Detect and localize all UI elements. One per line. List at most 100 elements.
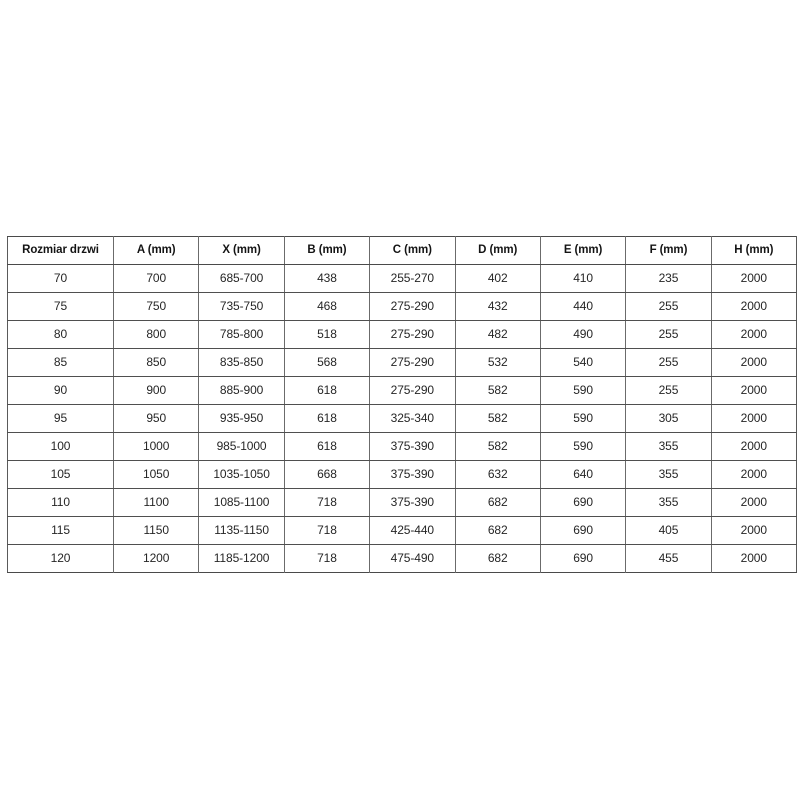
table-row: 75 750 735-750 468 275-290 432 440 255 2… [7,292,797,321]
cell-f: 255 [625,292,712,321]
cell-d: 632 [455,460,541,489]
cell-size: 90 [7,376,114,405]
cell-size: 110 [7,488,114,517]
cell-b: 718 [284,544,371,573]
cell-e: 590 [540,404,627,433]
cell-c: 375-390 [369,432,456,461]
specification-table-container: Rozmiar drzwi A (mm) X (mm) B (mm) C (mm… [7,236,797,573]
cell-d: 582 [455,432,541,461]
table-body: 70 700 685-700 438 255-270 402 410 235 2… [7,264,797,573]
cell-e: 690 [540,544,627,573]
cell-x: 985-1000 [198,432,285,461]
cell-a: 1050 [113,460,200,489]
cell-b: 618 [284,376,371,405]
cell-e: 590 [540,432,627,461]
cell-size: 115 [7,516,114,545]
cell-h: 2000 [711,404,797,433]
column-header-c: C (mm) [369,236,456,265]
cell-h: 2000 [711,488,797,517]
cell-b: 718 [284,516,371,545]
cell-h: 2000 [711,348,797,377]
cell-a: 950 [113,404,200,433]
cell-a: 700 [113,264,200,293]
cell-x: 1185-1200 [198,544,285,573]
table-header-row: Rozmiar drzwi A (mm) X (mm) B (mm) C (mm… [7,236,797,265]
table-row: 85 850 835-850 568 275-290 532 540 255 2… [7,348,797,377]
cell-size: 105 [7,460,114,489]
cell-a: 900 [113,376,200,405]
cell-b: 518 [284,320,371,349]
cell-c: 375-390 [369,488,456,517]
cell-x: 1085-1100 [198,488,285,517]
cell-d: 682 [455,488,541,517]
door-size-specification-table: Rozmiar drzwi A (mm) X (mm) B (mm) C (mm… [7,236,797,573]
cell-size: 85 [7,348,114,377]
cell-d: 432 [455,292,541,321]
cell-d: 582 [455,376,541,405]
cell-f: 355 [625,488,712,517]
cell-x: 1135-1150 [198,516,285,545]
table-header: Rozmiar drzwi A (mm) X (mm) B (mm) C (mm… [7,236,797,265]
table-row: 80 800 785-800 518 275-290 482 490 255 2… [7,320,797,349]
cell-c: 275-290 [369,376,456,405]
cell-e: 690 [540,488,627,517]
cell-e: 540 [540,348,627,377]
cell-b: 668 [284,460,371,489]
cell-h: 2000 [711,264,797,293]
cell-h: 2000 [711,432,797,461]
cell-f: 255 [625,376,712,405]
cell-a: 800 [113,320,200,349]
cell-b: 568 [284,348,371,377]
cell-h: 2000 [711,516,797,545]
cell-d: 682 [455,516,541,545]
cell-h: 2000 [711,460,797,489]
cell-d: 532 [455,348,541,377]
table-row: 70 700 685-700 438 255-270 402 410 235 2… [7,264,797,293]
table-row: 120 1200 1185-1200 718 475-490 682 690 4… [7,544,797,573]
cell-a: 1150 [113,516,200,545]
cell-f: 455 [625,544,712,573]
cell-c: 275-290 [369,320,456,349]
cell-c: 325-340 [369,404,456,433]
cell-e: 640 [540,460,627,489]
column-header-x: X (mm) [198,236,285,265]
cell-a: 1000 [113,432,200,461]
column-header-f: F (mm) [625,236,712,265]
cell-c: 275-290 [369,348,456,377]
cell-size: 100 [7,432,114,461]
cell-b: 618 [284,404,371,433]
cell-x: 935-950 [198,404,285,433]
cell-size: 95 [7,404,114,433]
cell-c: 375-390 [369,460,456,489]
column-header-e: E (mm) [540,236,627,265]
cell-size: 75 [7,292,114,321]
cell-x: 885-900 [198,376,285,405]
table-row: 105 1050 1035-1050 668 375-390 632 640 3… [7,460,797,489]
cell-b: 618 [284,432,371,461]
cell-c: 425-440 [369,516,456,545]
cell-e: 440 [540,292,627,321]
cell-h: 2000 [740,551,767,565]
cell-a: 750 [113,292,200,321]
table-row: 110 1100 1085-1100 718 375-390 682 690 3… [7,488,797,517]
cell-c: 255-270 [369,264,456,293]
cell-a: 850 [113,348,200,377]
cell-x: 835-850 [198,348,285,377]
cell-f: 305 [625,404,712,433]
cell-f: 405 [625,516,712,545]
cell-a: 1200 [113,544,200,573]
column-header-a: A (mm) [113,236,200,265]
table-row: 100 1000 985-1000 618 375-390 582 590 35… [7,432,797,461]
cell-d: 402 [455,264,541,293]
cell-e: 690 [540,516,627,545]
cell-a: 1100 [113,488,200,517]
cell-f: 255 [625,320,712,349]
column-header-b: B (mm) [284,236,371,265]
cell-b: 718 [284,488,371,517]
cell-h: 2000 [711,320,797,349]
column-header-h: H (mm) [711,236,797,265]
cell-f: 355 [625,460,712,489]
cell-d: 682 [455,544,541,573]
cell-e: 590 [540,376,627,405]
cell-c: 475-490 [369,544,456,573]
